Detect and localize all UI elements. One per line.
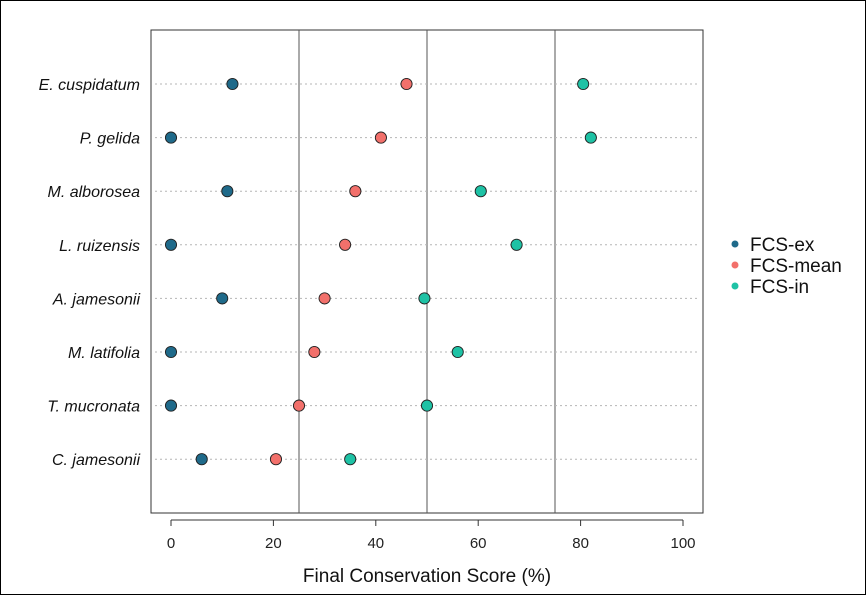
point-fcs-in xyxy=(474,185,487,198)
point-fcs-mean xyxy=(339,238,352,251)
point-fcs-mean xyxy=(400,77,413,91)
point-fcs-in xyxy=(510,238,523,251)
x-tick-label: 40 xyxy=(367,535,384,552)
point-fcs-mean xyxy=(349,185,362,198)
species-label: E. cuspidatum xyxy=(39,77,140,94)
point-fcs-in xyxy=(418,292,431,305)
point-fcs-mean xyxy=(308,345,321,359)
x-axis-title: Final Conservation Score (%) xyxy=(303,566,551,587)
point-fcs-ex xyxy=(164,131,178,144)
x-tick-label: 80 xyxy=(572,535,589,552)
legend-marker-fcs-ex xyxy=(731,240,739,248)
legend-marker-fcs-in xyxy=(731,282,739,290)
legend-label: FCS-in xyxy=(750,277,809,298)
point-fcs-ex xyxy=(216,292,229,305)
x-axis: 0 20 40 60 80 100 xyxy=(167,519,696,552)
x-tick-label: 20 xyxy=(265,535,282,552)
species-label: T. mucronata xyxy=(47,399,140,416)
point-fcs-in xyxy=(420,399,434,412)
x-tick-label: 0 xyxy=(167,535,175,552)
point-fcs-ex xyxy=(195,453,208,466)
point-fcs-mean xyxy=(374,131,387,144)
point-fcs-ex xyxy=(164,399,178,412)
point-fcs-mean xyxy=(269,453,283,466)
legend-label: FCS-mean xyxy=(750,256,842,277)
species-label: A. jamesonii xyxy=(52,291,141,308)
point-fcs-ex xyxy=(164,345,178,359)
point-fcs-mean xyxy=(292,399,306,412)
reference-lines xyxy=(298,30,556,513)
species-labels: E. cuspidatum P. gelida M. alborosea L. rui… xyxy=(39,77,141,469)
point-fcs-in xyxy=(451,345,464,359)
species-label: M. alborosea xyxy=(48,184,141,201)
species-label: M. latifolia xyxy=(68,345,140,362)
species-label: C. jamesonii xyxy=(52,452,140,469)
point-fcs-in xyxy=(344,453,357,466)
point-fcs-ex xyxy=(164,238,178,251)
x-tick-label: 60 xyxy=(470,535,487,552)
point-fcs-mean xyxy=(318,292,331,305)
point-fcs-in xyxy=(577,77,590,91)
legend-label: FCS-ex xyxy=(750,235,815,256)
point-fcs-ex xyxy=(221,185,234,198)
x-tick-label: 100 xyxy=(670,535,695,552)
data-points xyxy=(164,77,597,466)
species-label: P. gelida xyxy=(80,131,140,148)
species-label: L. ruizensis xyxy=(59,238,140,255)
legend-marker-fcs-mean xyxy=(731,261,739,269)
point-fcs-in xyxy=(584,131,597,144)
point-fcs-ex xyxy=(226,77,239,91)
